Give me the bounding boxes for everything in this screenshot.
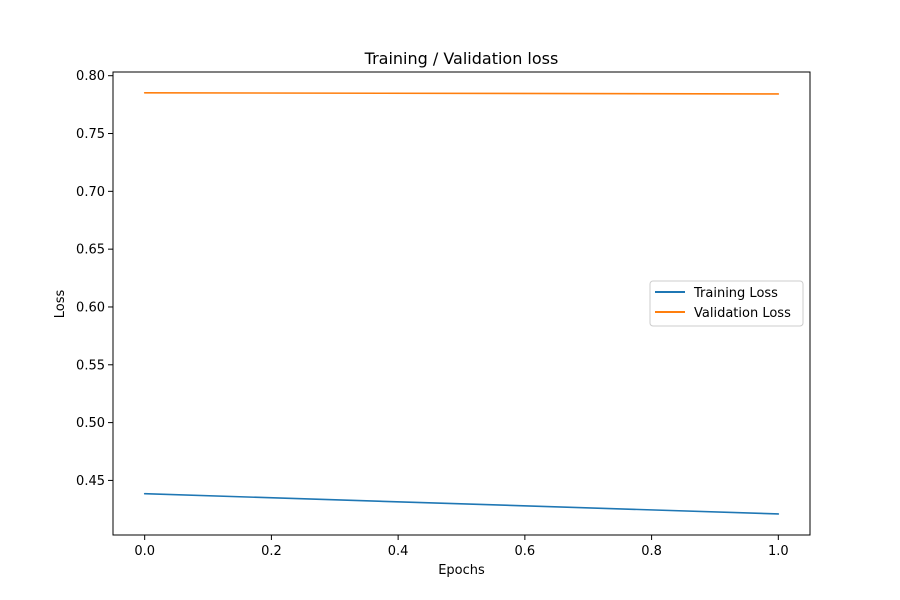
y-axis-label: Loss [53, 290, 68, 319]
y-axis: 0.45 0.50 0.55 0.60 0.65 0.70 0.75 0.80 [76, 69, 113, 489]
y-tick-label: 0.45 [76, 474, 105, 489]
legend: Training Loss Validation Loss [649, 280, 804, 327]
y-tick-label: 0.70 [76, 185, 105, 200]
y-tick-label: 0.80 [76, 69, 105, 84]
plot-area [112, 71, 811, 536]
y-tick-label: 0.55 [76, 358, 105, 373]
y-tick-label: 0.60 [76, 300, 105, 315]
x-tick-label: 1.0 [768, 544, 789, 559]
legend-label-training: Training Loss [693, 286, 778, 301]
axes-frame [112, 71, 811, 536]
x-tick-label: 0.6 [515, 544, 536, 559]
x-axis-label: Epochs [438, 563, 485, 578]
legend-box [649, 280, 804, 327]
x-tick-label: 0.4 [388, 544, 409, 559]
legend-label-validation: Validation Loss [694, 306, 791, 321]
y-tick-label: 0.50 [76, 416, 105, 431]
x-tick-label: 0.2 [261, 544, 282, 559]
series-lines [143, 92, 780, 515]
x-tick-label: 0.8 [641, 544, 662, 559]
training-loss-line [143, 492, 780, 515]
x-axis: 0.0 0.2 0.4 0.6 0.8 1.0 [134, 535, 789, 559]
chart-title: Training / Validation loss [364, 49, 559, 68]
y-tick-label: 0.75 [76, 127, 105, 142]
y-tick-label: 0.65 [76, 243, 105, 258]
validation-loss-line [143, 92, 780, 95]
x-tick-label: 0.0 [134, 544, 155, 559]
